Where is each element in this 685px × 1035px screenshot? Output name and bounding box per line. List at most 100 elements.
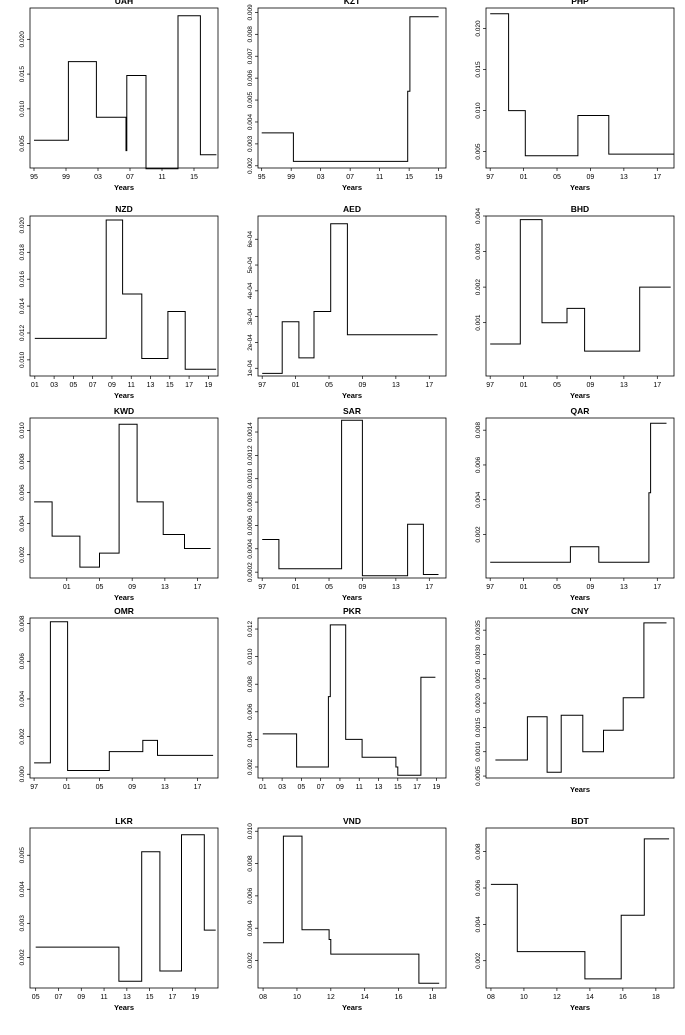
x-tick-label: 19	[204, 382, 212, 389]
y-tick-label: 0.008	[475, 422, 482, 439]
x-tick-label: 03	[94, 174, 102, 181]
x-axis-label: Years	[342, 593, 362, 602]
chart-svg: 0.010 0.012 0.014 0.016 0.018 0.020 01 03 05 07 09…	[19, 215, 219, 400]
x-tick-label: 09	[359, 382, 367, 389]
y-tick-label: 0.002	[19, 728, 26, 745]
chart-svg: 0.002 0.003 0.004 0.005 05 07 09 11 13 15 17 19 Year…	[19, 827, 219, 1012]
y-tick-label: 0.012	[247, 621, 254, 638]
series-line	[490, 422, 667, 563]
y-tick-label: 0.004	[247, 113, 254, 130]
x-tick-label: 13	[392, 584, 400, 591]
x-tick-label: 12	[553, 994, 561, 1001]
series-line	[35, 834, 216, 982]
series-line	[34, 423, 211, 568]
y-tick-label: 0.002	[475, 952, 482, 969]
chart-panel-kwd: KWD 0.002 0.004 0.006 0.008 0.010 01 05 09 13 17 Ye…	[0, 406, 228, 615]
x-tick-label: 13	[620, 382, 628, 389]
x-tick-label: 07	[346, 174, 354, 181]
y-tick-label: 0.003	[247, 135, 254, 152]
chart-title: QAR	[570, 406, 590, 416]
plot-frame	[257, 827, 447, 989]
series-line	[34, 219, 217, 370]
x-tick-label: 09	[336, 784, 344, 791]
x-tick-label: 09	[77, 994, 85, 1001]
x-tick-label: 15	[166, 382, 174, 389]
x-tick-label: 11	[158, 174, 165, 181]
x-tick-label: 17	[194, 584, 202, 591]
x-tick-label: 97	[486, 584, 494, 591]
plot-frame	[29, 617, 219, 779]
plot-frame	[29, 417, 219, 579]
chart-svg: 0.0002 0.0004 0.0006 0.0008 0.0010 0.0012 0.00…	[247, 417, 447, 602]
y-tick-label: 0.010	[247, 648, 254, 665]
y-tick-label: 0.008	[247, 855, 254, 872]
y-tick-label: 0.0035	[475, 620, 482, 640]
x-tick-label: 97	[486, 382, 494, 389]
x-tick-label: 01	[292, 584, 300, 591]
chart-panel-lkr: LKR 0.002 0.003 0.004 0.005 05 07 09 11 13 15 17 19 Y…	[0, 816, 228, 1025]
x-tick-label: 97	[486, 174, 494, 181]
x-axis-label: Years	[114, 1003, 134, 1012]
y-tick-label: 2e-04	[247, 334, 254, 351]
chart-title: SAR	[343, 406, 361, 416]
x-tick-label: 09	[359, 584, 367, 591]
x-tick-label: 09	[587, 584, 595, 591]
chart-title: VND	[343, 816, 361, 826]
plot-frame	[485, 417, 675, 579]
x-tick-label: 01	[520, 382, 528, 389]
y-tick-label: 0.001	[475, 314, 482, 331]
y-tick-label: 0.009	[247, 4, 254, 21]
series-line	[263, 835, 440, 984]
x-tick-label: 17	[169, 994, 177, 1001]
y-tick-label: 1e-04	[247, 360, 254, 377]
y-tick-label: 0.0015	[475, 717, 482, 737]
x-tick-label: 16	[395, 994, 403, 1001]
plot-frame	[485, 7, 675, 169]
x-tick-label: 01	[520, 584, 528, 591]
x-tick-label: 12	[327, 994, 335, 1001]
x-tick-label: 17	[185, 382, 193, 389]
y-tick-label: 0.0012	[247, 445, 254, 465]
x-tick-label: 13	[161, 784, 169, 791]
y-tick-label: 0.004	[247, 920, 254, 937]
y-tick-label: 0.0002	[247, 562, 254, 582]
chart-panel-omr: OMR 0.000 0.002 0.004 0.006 0.008 97 01 05 09 13 17	[0, 606, 228, 815]
y-tick-label: 0.020	[19, 217, 26, 234]
x-tick-label: 07	[55, 994, 63, 1001]
x-tick-label: 07	[317, 784, 325, 791]
chart-panel-sar: SAR 0.0002 0.0004 0.0006 0.0008 0.0010 0.0012 0…	[228, 406, 456, 615]
x-axis-label: Years	[342, 1003, 362, 1012]
x-tick-label: 17	[425, 584, 433, 591]
x-tick-label: 10	[293, 994, 301, 1001]
y-tick-label: 0.006	[19, 653, 26, 670]
y-tick-label: 0.006	[247, 887, 254, 904]
x-tick-label: 07	[126, 174, 134, 181]
x-tick-label: 13	[161, 584, 169, 591]
x-tick-label: 97	[30, 784, 38, 791]
x-tick-label: 08	[487, 994, 495, 1001]
chart-panel-vnd: VND 0.002 0.004 0.006 0.008 0.010 08 10 12 14 16 18…	[228, 816, 456, 1025]
y-tick-label: 0.0004	[247, 538, 254, 558]
y-tick-label: 0.004	[475, 208, 482, 224]
x-tick-label: 05	[297, 784, 305, 791]
x-tick-label: 15	[405, 174, 413, 181]
y-tick-label: 0.0014	[247, 422, 254, 442]
x-tick-label: 09	[587, 174, 595, 181]
y-tick-label: 0.020	[475, 20, 482, 37]
chart-title: BHD	[570, 204, 590, 214]
plot-frame	[485, 215, 675, 377]
x-tick-label: 05	[32, 994, 40, 1001]
y-tick-label: 0.0010	[247, 468, 254, 488]
y-tick-label: 4e-04	[247, 282, 254, 299]
x-axis-label: Years	[114, 391, 134, 400]
y-tick-label: 0.018	[19, 244, 26, 261]
x-tick-label: 03	[50, 382, 58, 389]
x-tick-label: 18	[429, 994, 437, 1001]
x-tick-label: 13	[620, 174, 628, 181]
y-tick-label: 0.008	[247, 676, 254, 693]
chart-svg: 0.002 0.003 0.004 0.005 0.006 0.007 0.008 0.009…	[247, 4, 447, 192]
chart-svg: 0.0005 0.0010 0.0015 0.0020 0.0025 0.0030 0.00…	[475, 617, 675, 794]
x-tick-label: 99	[287, 174, 295, 181]
y-tick-label: 0.008	[19, 453, 26, 470]
chart-svg: 0.002 0.004 0.006 0.008 08 10 12 14 16 18 Years	[475, 827, 675, 1012]
